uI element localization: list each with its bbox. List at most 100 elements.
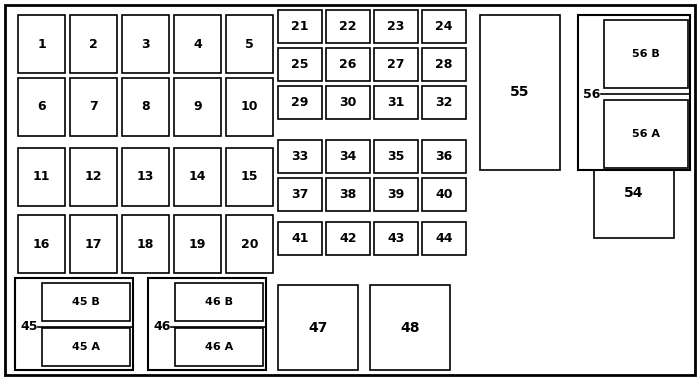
- Text: 30: 30: [340, 96, 357, 109]
- Text: 44: 44: [435, 232, 453, 245]
- Text: 22: 22: [340, 20, 357, 33]
- Bar: [326, 222, 370, 255]
- Text: 54: 54: [624, 186, 644, 200]
- Text: 24: 24: [435, 20, 453, 33]
- Bar: [226, 148, 273, 206]
- Text: 8: 8: [141, 100, 150, 114]
- Text: 40: 40: [435, 188, 453, 201]
- Text: 56: 56: [583, 87, 601, 100]
- Text: 17: 17: [85, 238, 102, 250]
- Text: 42: 42: [340, 232, 357, 245]
- Text: 15: 15: [241, 171, 258, 184]
- Text: 39: 39: [387, 188, 405, 201]
- Bar: [278, 222, 322, 255]
- Text: 45 B: 45 B: [72, 297, 100, 307]
- Text: 21: 21: [291, 20, 309, 33]
- Text: 23: 23: [387, 20, 405, 33]
- Bar: [326, 10, 370, 43]
- Text: 9: 9: [193, 100, 202, 114]
- Bar: [422, 86, 466, 119]
- Bar: [278, 178, 322, 211]
- Text: 13: 13: [136, 171, 154, 184]
- Text: 47: 47: [308, 320, 328, 334]
- Bar: [148, 278, 266, 370]
- Bar: [374, 10, 418, 43]
- Text: 43: 43: [387, 232, 405, 245]
- Text: 35: 35: [387, 150, 405, 163]
- Text: 32: 32: [435, 96, 453, 109]
- Text: 6: 6: [37, 100, 46, 114]
- Bar: [122, 148, 169, 206]
- Text: 34: 34: [340, 150, 357, 163]
- Bar: [226, 215, 273, 273]
- Text: 12: 12: [85, 171, 102, 184]
- Bar: [422, 48, 466, 81]
- Bar: [480, 15, 560, 170]
- Bar: [326, 140, 370, 173]
- Bar: [374, 178, 418, 211]
- Bar: [604, 20, 688, 88]
- Bar: [70, 215, 117, 273]
- Text: 7: 7: [89, 100, 98, 114]
- Bar: [374, 48, 418, 81]
- Bar: [174, 78, 221, 136]
- Bar: [42, 328, 130, 366]
- Text: 5: 5: [245, 38, 254, 51]
- Bar: [422, 10, 466, 43]
- Bar: [18, 15, 65, 73]
- Text: 31: 31: [387, 96, 405, 109]
- Bar: [422, 178, 466, 211]
- Text: 3: 3: [141, 38, 150, 51]
- Text: 19: 19: [189, 238, 206, 250]
- Text: 46: 46: [153, 320, 170, 334]
- Bar: [18, 215, 65, 273]
- Text: 55: 55: [510, 86, 530, 100]
- Bar: [278, 10, 322, 43]
- Text: 20: 20: [241, 238, 258, 250]
- Bar: [122, 215, 169, 273]
- Bar: [370, 285, 450, 370]
- Text: 29: 29: [291, 96, 309, 109]
- Bar: [122, 15, 169, 73]
- Bar: [70, 15, 117, 73]
- Text: 48: 48: [400, 320, 420, 334]
- Bar: [422, 140, 466, 173]
- Text: 56 A: 56 A: [632, 129, 660, 139]
- Bar: [578, 15, 690, 170]
- Bar: [422, 222, 466, 255]
- Bar: [374, 140, 418, 173]
- Text: 33: 33: [291, 150, 309, 163]
- Text: 46 A: 46 A: [205, 342, 233, 352]
- Text: 25: 25: [291, 58, 309, 71]
- Text: 1: 1: [37, 38, 46, 51]
- Text: 16: 16: [33, 238, 50, 250]
- Text: 36: 36: [435, 150, 453, 163]
- Bar: [122, 78, 169, 136]
- Bar: [174, 148, 221, 206]
- Bar: [278, 48, 322, 81]
- Text: 41: 41: [291, 232, 309, 245]
- Text: 46 B: 46 B: [205, 297, 233, 307]
- Bar: [175, 328, 263, 366]
- Bar: [226, 15, 273, 73]
- Bar: [604, 100, 688, 168]
- Text: 26: 26: [340, 58, 357, 71]
- Bar: [374, 86, 418, 119]
- Text: 56 B: 56 B: [632, 49, 660, 59]
- Bar: [278, 86, 322, 119]
- Text: 37: 37: [291, 188, 309, 201]
- Bar: [226, 78, 273, 136]
- Bar: [278, 140, 322, 173]
- Bar: [174, 215, 221, 273]
- Text: 10: 10: [241, 100, 258, 114]
- Bar: [42, 283, 130, 321]
- Bar: [70, 148, 117, 206]
- Text: 45: 45: [20, 320, 38, 334]
- Bar: [18, 148, 65, 206]
- Bar: [278, 285, 358, 370]
- Bar: [70, 78, 117, 136]
- Bar: [174, 15, 221, 73]
- Bar: [374, 222, 418, 255]
- Bar: [18, 78, 65, 136]
- Bar: [326, 178, 370, 211]
